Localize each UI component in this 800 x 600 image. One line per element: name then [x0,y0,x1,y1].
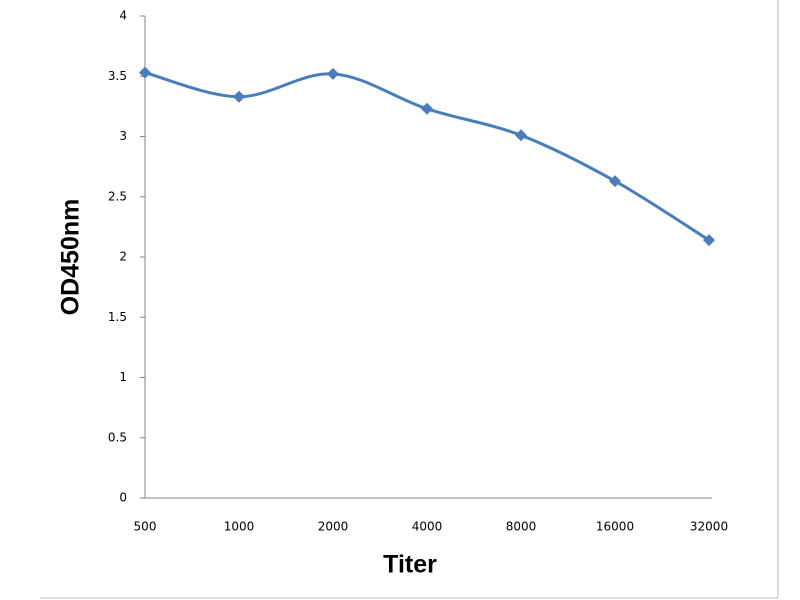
y-tick-label: 0.5 [108,430,127,444]
x-tick-label: 32000 [690,520,728,534]
marker [233,90,245,103]
x-tick-label: 8000 [506,520,537,534]
x-axis-title: Titer [383,551,437,579]
marker [139,66,151,79]
marker [703,234,715,247]
x-tick-label: 500 [134,520,157,534]
x-tick-label: 1000 [224,520,255,534]
y-tick-label: 3 [119,129,127,143]
marker [609,175,621,188]
y-tick-label: 2.5 [108,189,127,203]
y-tick-label: 1.5 [108,310,127,324]
y-tick-label: 4 [119,9,127,23]
y-axis-title: OD450nm [57,199,85,316]
x-tick-label: 2000 [318,520,349,534]
marker [515,129,527,142]
marker [327,67,339,80]
x-tick-label: 4000 [412,520,443,534]
marker [421,102,433,115]
y-tick-label: 1 [119,370,127,384]
y-tick-label: 3.5 [108,69,127,83]
y-tick-label: 0 [119,491,127,505]
line [144,71,710,242]
y-tick-label: 2 [119,250,127,264]
x-tick-label: 16000 [596,520,634,534]
